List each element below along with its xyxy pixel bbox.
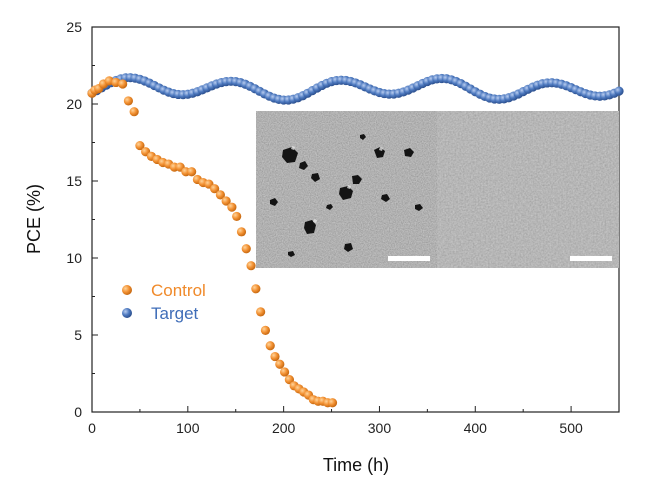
- legend-label-control: Control: [151, 281, 206, 300]
- legend-marker-target: [122, 308, 132, 318]
- control-point: [221, 196, 231, 206]
- sem-pinholes: [270, 134, 423, 257]
- x-tick-label: 200: [272, 420, 296, 436]
- x-tick-label: 100: [176, 420, 200, 436]
- y-tick-label: 25: [66, 19, 82, 35]
- x-tick-label: 300: [368, 420, 392, 436]
- scale-bar-target: [570, 256, 612, 261]
- control-point: [241, 244, 251, 254]
- sem-image-control: [256, 111, 437, 268]
- control-point: [327, 398, 338, 408]
- legend: Control Target: [122, 281, 206, 323]
- target-series: [87, 73, 624, 105]
- y-axis-title: PCE (%): [24, 184, 44, 254]
- control-point: [118, 79, 128, 89]
- control-point: [265, 341, 275, 351]
- x-tick-label: 500: [559, 420, 583, 436]
- control-point: [232, 211, 242, 222]
- y-tick-label: 5: [74, 327, 82, 343]
- x-axis-ticks: 0 100 200 300 400 500: [88, 406, 583, 436]
- control-point: [236, 227, 247, 237]
- control-point: [275, 359, 285, 369]
- sem-image-target: [437, 111, 619, 268]
- y-tick-label: 15: [66, 173, 82, 189]
- control-point: [227, 202, 237, 212]
- scale-bar-control: [388, 256, 430, 261]
- y-tick-label: 0: [74, 404, 82, 420]
- sem-bright-edges: [291, 146, 383, 223]
- control-point: [135, 140, 145, 151]
- control-point: [251, 284, 261, 294]
- control-point: [129, 107, 139, 117]
- control-point: [270, 351, 280, 362]
- y-tick-label: 20: [66, 96, 82, 112]
- control-point: [260, 325, 271, 335]
- legend-label-target: Target: [151, 304, 199, 323]
- target-point: [614, 86, 624, 96]
- control-series: [87, 76, 338, 408]
- sem-inset: [256, 111, 619, 268]
- control-point: [279, 367, 290, 377]
- control-point: [246, 261, 256, 271]
- x-tick-label: 400: [464, 420, 488, 436]
- control-point: [215, 190, 225, 200]
- y-tick-label: 10: [66, 250, 82, 266]
- x-axis-title: Time (h): [323, 455, 389, 475]
- control-point: [187, 167, 197, 177]
- y-axis-ticks: 0 5 10 15 20 25: [66, 19, 98, 420]
- control-point: [210, 184, 220, 194]
- control-point: [123, 96, 134, 106]
- legend-marker-control: [122, 285, 132, 295]
- control-point: [256, 307, 266, 317]
- x-tick-label: 0: [88, 420, 96, 436]
